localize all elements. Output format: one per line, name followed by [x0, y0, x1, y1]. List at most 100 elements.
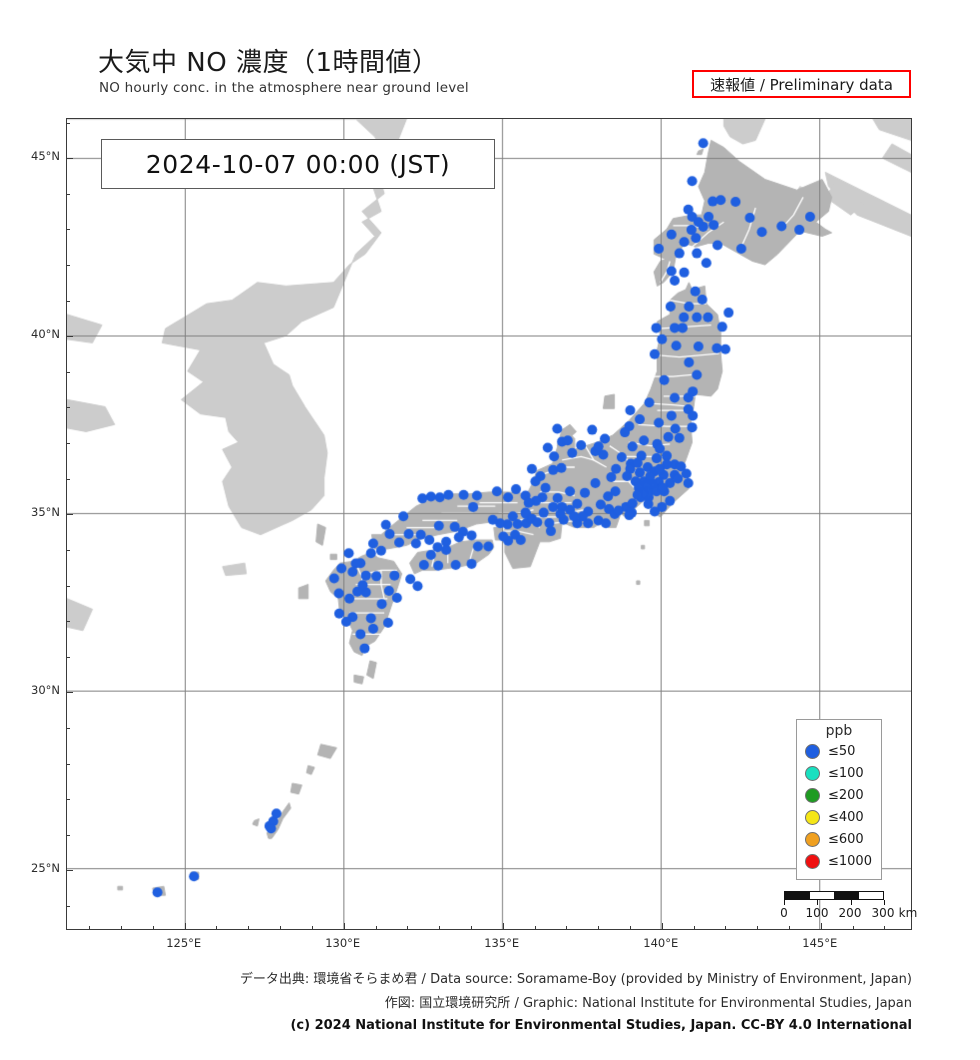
- scale-bar-label: 0: [780, 906, 788, 920]
- axis-tick: [89, 926, 91, 929]
- axis-tick: [67, 799, 70, 801]
- footer-data-source: データ出典: 環境省そらまめ君 / Data source: Soramame-…: [239, 972, 912, 987]
- scale-bar-unit: km: [898, 906, 918, 920]
- legend-item-label: ≤400: [828, 809, 864, 825]
- axis-tick: [67, 443, 70, 445]
- legend-swatch-icon: [805, 765, 820, 781]
- axis-tick: [121, 926, 123, 929]
- axis-tick: [470, 926, 472, 929]
- axis-tick: [598, 926, 600, 929]
- legend-title: ppb: [825, 723, 853, 739]
- legend-swatch-icon: [805, 743, 820, 759]
- scale-bar-segment: [858, 892, 883, 899]
- scale-bar: 0 100 200 300 km: [780, 891, 920, 922]
- axis-tick: [67, 906, 70, 908]
- legend: ppb ≤50 ≤100 ≤200 ≤400 ≤600 ≤1000: [796, 719, 882, 880]
- axis-tick: [566, 926, 568, 929]
- scale-bar-segment: [809, 892, 834, 899]
- axis-tick: [439, 926, 441, 929]
- scale-bar-label: 100: [805, 906, 829, 920]
- legend-swatch-icon: [805, 831, 820, 847]
- scale-bar-ticks: [784, 900, 886, 905]
- legend-item-label: ≤100: [828, 765, 864, 781]
- axis-tick: [629, 926, 631, 929]
- axis-tick: [67, 407, 70, 409]
- scale-bar-tick: [784, 900, 786, 905]
- scale-bar-track: [784, 891, 884, 900]
- axis-tick: [693, 926, 695, 929]
- axis-tick: [407, 926, 409, 929]
- scale-bar-tick: [850, 900, 852, 905]
- axis-tick: [725, 926, 727, 929]
- legend-item-3: ≤400: [797, 806, 881, 828]
- axis-tick: [67, 478, 70, 480]
- legend-item-label: ≤50: [828, 743, 856, 759]
- footer-graphic-credit: 作図: 国立環境研究所 / Graphic: National Institut…: [384, 996, 912, 1011]
- axis-tick: [502, 923, 504, 929]
- scale-bar-label: 200: [838, 906, 862, 920]
- x-axis-label: 145°E: [802, 936, 838, 950]
- axis-tick: [67, 122, 70, 124]
- axis-tick: [820, 923, 822, 929]
- axis-tick: [757, 926, 759, 929]
- axis-tick: [152, 926, 154, 929]
- legend-item-label: ≤1000: [828, 853, 872, 869]
- map-canvas[interactable]: [67, 119, 911, 929]
- axis-tick: [67, 229, 70, 231]
- legend-item-label: ≤600: [828, 831, 864, 847]
- axis-tick: [67, 656, 70, 658]
- scale-bar-labels: 0 100 200 300 km: [780, 906, 920, 922]
- axis-tick: [67, 585, 70, 587]
- legend-item-5: ≤1000: [797, 850, 881, 872]
- legend-swatch-icon: [805, 809, 820, 825]
- x-axis-label: 130°E: [325, 936, 361, 950]
- axis-tick: [67, 300, 70, 302]
- axis-tick: [67, 763, 70, 765]
- axis-tick: [67, 193, 70, 195]
- page-title: 大気中 NO 濃度（1時間値）: [98, 48, 439, 78]
- axis-tick: [67, 834, 70, 836]
- axis-tick: [67, 336, 73, 338]
- axis-tick: [534, 926, 536, 929]
- axis-tick: [788, 926, 790, 929]
- footer-copyright: (c) 2024 National Institute for Environm…: [290, 1018, 912, 1033]
- legend-item-label: ≤200: [828, 787, 864, 803]
- axis-tick: [67, 692, 73, 694]
- legend-swatch-icon: [805, 853, 820, 869]
- legend-item-0: ≤50: [797, 740, 881, 762]
- axis-tick: [67, 265, 70, 267]
- scale-bar-tick: [817, 900, 819, 905]
- axis-tick: [67, 870, 73, 872]
- status-badge: 速報値 / Preliminary data: [692, 70, 911, 98]
- axis-tick: [852, 926, 854, 929]
- axis-tick: [67, 158, 73, 160]
- legend-item-4: ≤600: [797, 828, 881, 850]
- page-subtitle: NO hourly conc. in the atmosphere near g…: [99, 80, 469, 96]
- scale-bar-segment: [785, 892, 810, 899]
- axis-tick: [343, 923, 345, 929]
- axis-tick: [661, 923, 663, 929]
- x-axis-label: 125°E: [166, 936, 202, 950]
- axis-tick: [67, 621, 70, 623]
- map-plot-area[interactable]: [66, 118, 912, 930]
- axis-tick: [248, 926, 250, 929]
- axis-tick: [216, 926, 218, 929]
- axis-tick: [184, 923, 186, 929]
- axis-tick: [280, 926, 282, 929]
- legend-swatch-icon: [805, 787, 820, 803]
- scale-bar-tick: [883, 900, 886, 905]
- axis-tick: [884, 926, 886, 929]
- x-axis-label: 135°E: [484, 936, 520, 950]
- x-axis-label: 140°E: [643, 936, 679, 950]
- axis-tick: [67, 371, 70, 373]
- axis-tick: [67, 728, 70, 729]
- axis-tick: [311, 926, 313, 929]
- axis-tick: [67, 549, 70, 551]
- legend-item-1: ≤100: [797, 762, 881, 784]
- axis-tick: [67, 514, 73, 516]
- scale-bar-label: 300: [871, 906, 895, 920]
- axis-tick: [375, 926, 377, 929]
- scale-bar-segment: [834, 892, 859, 899]
- legend-item-2: ≤200: [797, 784, 881, 806]
- timestamp-label: 2024-10-07 00:00 (JST): [101, 139, 495, 189]
